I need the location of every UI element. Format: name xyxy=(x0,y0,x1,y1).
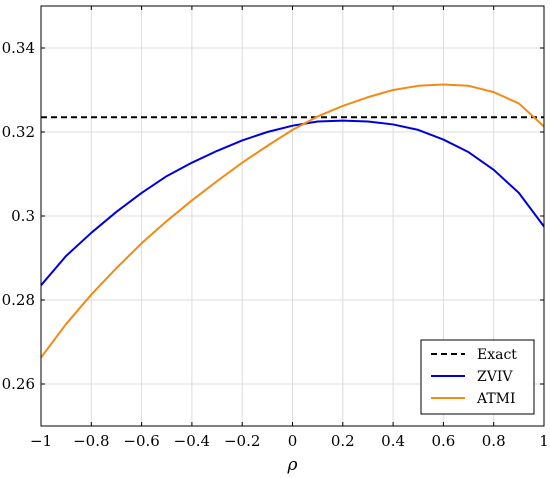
x-tick-labels: −1 −0.8 −0.6 −0.4 −0.2 0 0.2 0.4 0.6 0.8 1 xyxy=(30,432,549,450)
x-axis-title: ρ xyxy=(287,455,298,475)
x-tick-label: 0 xyxy=(288,432,298,450)
x-tick-label: −1 xyxy=(30,432,52,450)
x-tick-label: 0.2 xyxy=(331,432,355,450)
y-tick-label: 0.26 xyxy=(2,375,35,393)
x-tick-label: −0.4 xyxy=(174,432,210,450)
axis-ticks xyxy=(40,6,545,426)
x-tick-label: 1 xyxy=(539,432,549,450)
x-tick-label: 0.4 xyxy=(381,432,405,450)
series-lines xyxy=(40,83,545,359)
x-tick-label: −0.2 xyxy=(224,432,260,450)
legend-label-zviv: ZVIV xyxy=(477,369,513,385)
y-tick-label: 0.28 xyxy=(2,291,35,309)
x-tick-label: 0.8 xyxy=(482,432,506,450)
y-tick-label: 0.3 xyxy=(11,207,35,225)
series-line-atmi xyxy=(40,83,545,359)
y-tick-labels: 0.26 0.28 0.3 0.32 0.34 xyxy=(2,39,35,393)
x-tick-label: 0.6 xyxy=(431,432,455,450)
legend-label-atmi: ATMI xyxy=(476,391,516,407)
series-line-zviv xyxy=(40,119,545,286)
legend: Exact ZVIV ATMI xyxy=(420,339,535,415)
legend-label-exact: Exact xyxy=(477,347,517,363)
y-tick-label: 0.32 xyxy=(2,123,35,141)
x-tick-label: −0.6 xyxy=(123,432,159,450)
x-tick-label: −0.8 xyxy=(73,432,109,450)
y-tick-label: 0.34 xyxy=(2,39,35,57)
